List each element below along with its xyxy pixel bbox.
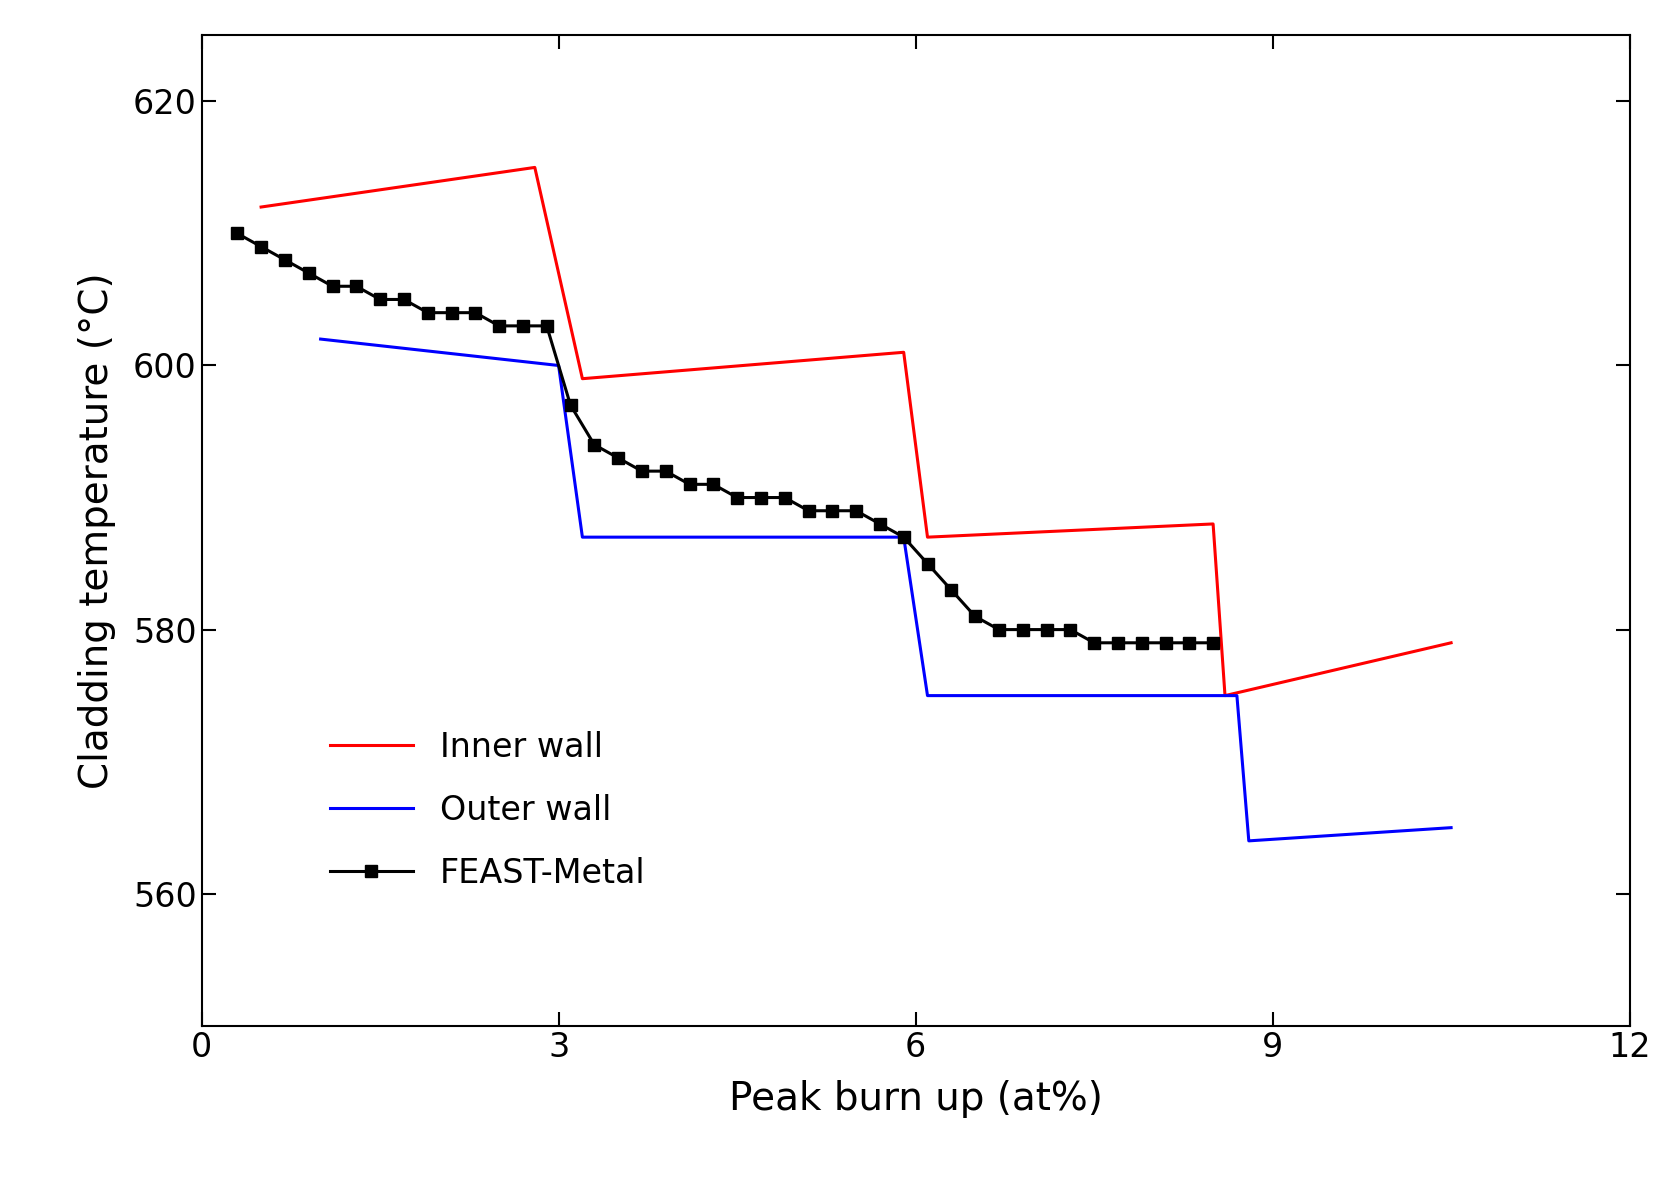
FEAST-Metal — [1013, 623, 1033, 637]
FEAST-Metal — [465, 305, 486, 320]
Line: Inner wall: Inner wall — [260, 167, 1452, 696]
Inner wall — [1203, 516, 1223, 531]
FEAST-Metal — [561, 399, 581, 413]
FEAST-Metal — [655, 465, 675, 479]
FEAST-Metal — [370, 292, 390, 307]
FEAST-Metal — [704, 477, 724, 492]
FEAST-Metal — [489, 318, 509, 332]
Inner wall — [250, 200, 270, 215]
FEAST-Metal — [276, 252, 296, 266]
Inner wall — [524, 160, 544, 174]
Line: Outer wall: Outer wall — [321, 340, 1452, 841]
X-axis label: Peak burn up (at%): Peak burn up (at%) — [729, 1080, 1102, 1118]
FEAST-Metal — [1037, 623, 1057, 637]
FEAST-Metal — [346, 279, 366, 294]
Outer wall — [1441, 821, 1462, 835]
FEAST-Metal — [941, 582, 961, 597]
FEAST-Metal — [299, 266, 319, 281]
FEAST-Metal — [679, 477, 699, 492]
FEAST-Metal — [250, 239, 270, 253]
Legend: Inner wall, Outer wall, FEAST-Metal: Inner wall, Outer wall, FEAST-Metal — [289, 691, 685, 930]
Inner wall — [573, 371, 593, 386]
FEAST-Metal — [418, 305, 438, 320]
Inner wall — [1441, 635, 1462, 650]
FEAST-Metal — [442, 305, 462, 320]
FEAST-Metal — [774, 490, 795, 505]
Y-axis label: Cladding temperature (°C): Cladding temperature (°C) — [79, 272, 116, 789]
FEAST-Metal — [822, 503, 842, 518]
Inner wall — [917, 531, 937, 545]
Outer wall — [1226, 689, 1247, 703]
FEAST-Metal — [917, 556, 937, 571]
FEAST-Metal — [894, 531, 914, 545]
Outer wall — [311, 332, 331, 347]
FEAST-Metal — [1179, 635, 1200, 650]
Outer wall — [548, 358, 568, 373]
FEAST-Metal — [1132, 635, 1152, 650]
FEAST-Metal — [751, 490, 771, 505]
FEAST-Metal — [1107, 635, 1127, 650]
FEAST-Metal — [608, 450, 628, 465]
FEAST-Metal — [1060, 623, 1080, 637]
FEAST-Metal — [393, 292, 413, 307]
FEAST-Metal — [1156, 635, 1176, 650]
FEAST-Metal — [536, 318, 556, 332]
Inner wall — [1215, 689, 1235, 703]
FEAST-Metal — [727, 490, 748, 505]
FEAST-Metal — [990, 623, 1010, 637]
Outer wall — [917, 689, 937, 703]
Inner wall — [894, 345, 914, 360]
FEAST-Metal — [1084, 635, 1104, 650]
FEAST-Metal — [847, 503, 867, 518]
FEAST-Metal — [585, 437, 605, 452]
Outer wall — [1238, 834, 1258, 848]
FEAST-Metal — [1203, 635, 1223, 650]
Line: FEAST-Metal: FEAST-Metal — [232, 228, 1220, 650]
FEAST-Metal — [323, 279, 343, 294]
Outer wall — [894, 531, 914, 545]
FEAST-Metal — [512, 318, 533, 332]
FEAST-Metal — [870, 516, 890, 531]
Outer wall — [573, 531, 593, 545]
FEAST-Metal — [964, 610, 984, 624]
FEAST-Metal — [632, 465, 652, 479]
FEAST-Metal — [227, 226, 247, 241]
FEAST-Metal — [798, 503, 818, 518]
